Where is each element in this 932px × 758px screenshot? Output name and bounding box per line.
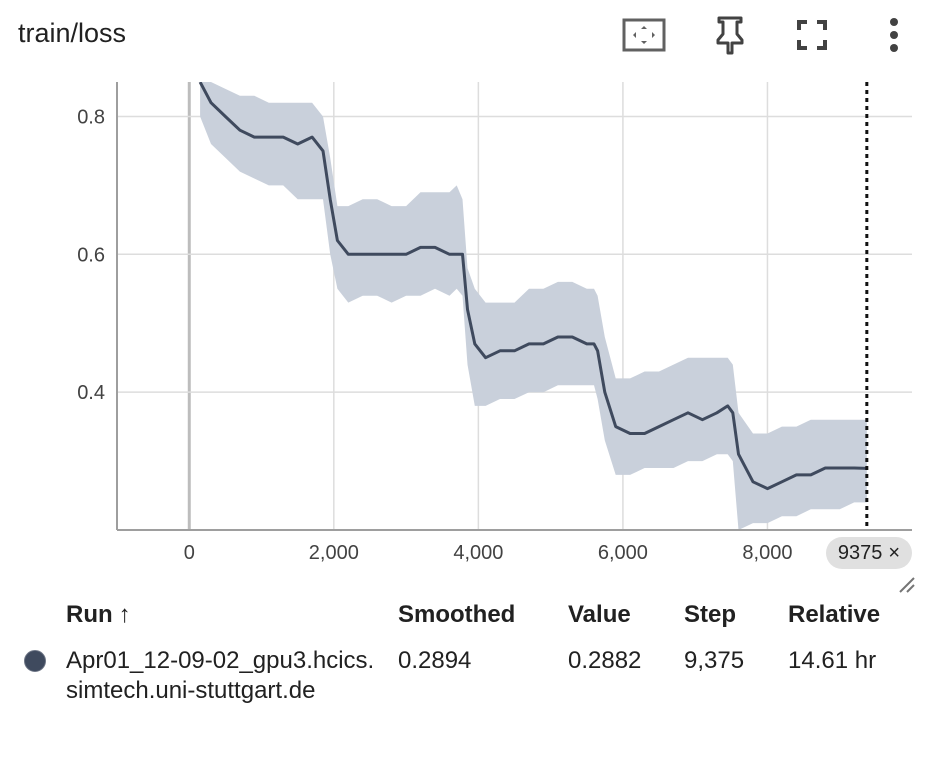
- x-tick-label: 8,000: [742, 542, 792, 564]
- more-vert-icon: [890, 18, 898, 52]
- y-tick-label: 0.6: [77, 244, 105, 266]
- run-name-cell: Apr01_12-09-02_gpu3.hcics.simtech.uni-st…: [66, 634, 398, 706]
- header-step[interactable]: Step: [684, 601, 737, 628]
- chart-area[interactable]: 0 2,000 4,000 6,000 8,000 0.4 0.6 0.8: [0, 70, 932, 600]
- value-cell: 0.2882: [568, 647, 642, 674]
- smoothed-series-line: [198, 82, 867, 491]
- x-tick-label: 2,000: [309, 542, 359, 564]
- header-run-label: Run: [66, 601, 113, 628]
- header-spacer: [14, 596, 66, 634]
- header-smoothed[interactable]: Smoothed: [398, 601, 516, 628]
- step-cell: 9,375: [684, 647, 745, 674]
- y-tick-label: 0.8: [77, 106, 105, 128]
- y-tick-label: 0.4: [77, 382, 105, 404]
- run-color-dot[interactable]: [24, 650, 46, 672]
- smoothed-cell: 0.2894: [398, 647, 472, 674]
- relative-cell: 14.61 hr: [788, 647, 877, 674]
- runs-table: Run ↑ Smoothed Value Step Relative Apr01_…: [14, 596, 928, 706]
- resize-handle-icon[interactable]: [896, 574, 916, 594]
- chart-toolbar: [612, 14, 932, 58]
- step-chip-label: 9375: [837, 541, 883, 564]
- header-run[interactable]: Run ↑: [66, 596, 398, 634]
- fullscreen-button[interactable]: [788, 14, 836, 56]
- step-chip[interactable]: 9375 ×: [826, 537, 912, 569]
- fit-to-data-icon: [622, 18, 666, 52]
- run-name: Apr01_12-09-02_gpu3.hcics.simtech.uni-st…: [66, 647, 375, 704]
- chart-title: train/loss: [18, 18, 127, 48]
- sort-arrow-icon[interactable]: ↑: [118, 601, 131, 628]
- header-value[interactable]: Value: [568, 601, 631, 628]
- more-options-button[interactable]: [870, 14, 918, 56]
- x-tick-label: 6,000: [598, 542, 648, 564]
- table-row[interactable]: Apr01_12-09-02_gpu3.hcics.simtech.uni-st…: [14, 634, 928, 706]
- pin-icon: [716, 16, 744, 55]
- loss-line-chart[interactable]: 0 2,000 4,000 6,000 8,000 0.4 0.6 0.8: [0, 70, 932, 600]
- close-icon[interactable]: ×: [888, 541, 901, 564]
- table-header-row: Run ↑ Smoothed Value Step Relative: [14, 596, 928, 634]
- header-relative[interactable]: Relative: [788, 601, 881, 628]
- x-tick-label: 4,000: [453, 542, 503, 564]
- fullscreen-icon: [797, 20, 827, 50]
- x-tick-label: 0: [184, 542, 195, 564]
- fit-to-data-button[interactable]: [620, 14, 668, 56]
- run-color-cell: [14, 634, 66, 706]
- pin-button[interactable]: [706, 14, 754, 56]
